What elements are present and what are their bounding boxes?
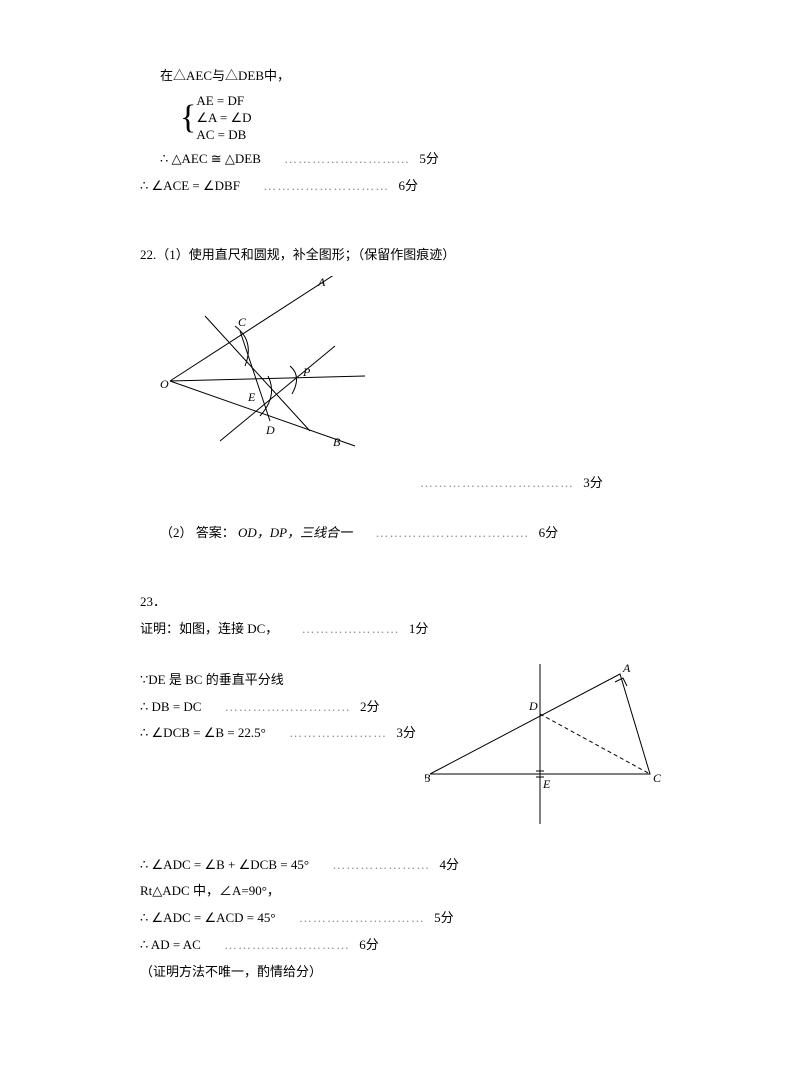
q23-line3: ∴ DB = DC ……………………… 2分 — [140, 697, 425, 718]
svg-text:A: A — [622, 664, 631, 675]
q22-answer-prefix: （2） 答案： — [160, 525, 235, 540]
q23-line8: ∴ AD = AC ……………………… 6分 — [140, 935, 665, 956]
dots: …………………………… — [375, 525, 529, 540]
q23-line1-score: 1分 — [409, 621, 429, 636]
dots: …………………………… — [420, 475, 574, 490]
dots: ………………… — [289, 725, 387, 740]
q21-line2-text: ∴ △AEC ≅ △DEB — [160, 151, 261, 166]
svg-text:D: D — [265, 423, 275, 437]
q23-row: ∵DE 是 BC 的垂直平分线 ∴ DB = DC ……………………… 2分 ∴… — [140, 664, 665, 831]
q21-brace-2: ∠A = ∠D — [196, 110, 251, 127]
svg-text:P: P — [302, 365, 311, 379]
q21-brace-3: AC = DB — [196, 127, 251, 144]
q23-svg: A B C D E — [425, 664, 665, 824]
q23-line8-text: ∴ AD = AC — [140, 937, 201, 952]
q23-line6: Rt△ADC 中，∠A=90°， — [140, 881, 665, 902]
q21-line3-text: ∴ ∠ACE = ∠DBF — [140, 178, 240, 193]
q23-line5: ∴ ∠ADC = ∠B + ∠DCB = 45° ………………… 4分 — [140, 855, 665, 876]
q23-line1: 证明：如图，连接 DC， ………………… 1分 — [140, 619, 665, 640]
q21-line3: ∴ ∠ACE = ∠DBF ……………………… 6分 — [140, 176, 665, 197]
dots: ……………………… — [263, 178, 389, 193]
q22-svg: A B O C D E P — [160, 276, 380, 456]
left-brace-icon: { — [180, 101, 196, 135]
q22-answer-score: 6分 — [539, 525, 559, 540]
q21-line1: 在△AEC与△DEB中， — [160, 66, 665, 87]
q21-brace-block: { AE = DF ∠A = ∠D AC = DB — [180, 93, 665, 144]
svg-text:E: E — [247, 390, 256, 404]
q22-diagram-score: 3分 — [583, 475, 603, 490]
svg-text:C: C — [238, 315, 247, 329]
q23-num: 23． — [140, 592, 665, 613]
q23-line3-score: 2分 — [360, 699, 380, 714]
q23-line5-text: ∴ ∠ADC = ∠B + ∠DCB = 45° — [140, 857, 309, 872]
q21-line3-score: 6分 — [398, 178, 418, 193]
svg-text:E: E — [542, 777, 551, 791]
svg-text:D: D — [528, 699, 538, 713]
q22-answer-text: OD，DP，三线合一 — [238, 525, 352, 540]
dots: ………………… — [302, 621, 400, 636]
q23-left-col: ∵DE 是 BC 的垂直平分线 ∴ DB = DC ……………………… 2分 ∴… — [140, 664, 425, 750]
q22-diagram: A B O C D E P — [160, 276, 665, 463]
q23-line7-score: 5分 — [434, 910, 454, 925]
q22-diagram-score-line: …………………………… 3分 — [400, 473, 665, 494]
q23-line7: ∴ ∠ADC = ∠ACD = 45° ……………………… 5分 — [140, 908, 665, 929]
q23-line4-score: 3分 — [396, 725, 416, 740]
q23-note: （证明方法不唯一，酌情给分） — [140, 962, 665, 983]
q23-line1-text: 证明：如图，连接 DC， — [140, 621, 278, 636]
q23-line2: ∵DE 是 BC 的垂直平分线 — [140, 670, 425, 691]
dots: ……………………… — [224, 937, 350, 952]
dots: ……………………… — [284, 151, 410, 166]
q23-line3-text: ∴ DB = DC — [140, 699, 201, 714]
q23-line8-score: 6分 — [359, 937, 379, 952]
q21-brace-lines: AE = DF ∠A = ∠D AC = DB — [196, 93, 251, 144]
q21-brace-1: AE = DF — [196, 93, 251, 110]
dots: ……………………… — [299, 910, 425, 925]
page-content: 在△AEC与△DEB中， { AE = DF ∠A = ∠D AC = DB ∴… — [0, 0, 805, 1069]
q22-answer-line: （2） 答案： OD，DP，三线合一 …………………………… 6分 — [160, 523, 665, 544]
q23-line4-text: ∴ ∠DCB = ∠B = 22.5° — [140, 725, 266, 740]
q21-line2: ∴ △AEC ≅ △DEB ……………………… 5分 — [160, 149, 665, 170]
q21-line2-score: 5分 — [419, 151, 439, 166]
svg-text:O: O — [160, 377, 169, 391]
q23-line4: ∴ ∠DCB = ∠B = 22.5° ………………… 3分 — [140, 723, 425, 744]
q22-header: 22.（1）使用直尺和圆规，补全图形；（保留作图痕迹） — [140, 245, 665, 266]
svg-text:B: B — [333, 435, 341, 449]
dots: ………………… — [332, 857, 430, 872]
q23-diagram: A B C D E — [425, 664, 665, 831]
q23-line5-score: 4分 — [440, 857, 460, 872]
dots: ……………………… — [225, 699, 351, 714]
svg-text:A: A — [317, 276, 326, 289]
q23-line7-text: ∴ ∠ADC = ∠ACD = 45° — [140, 910, 276, 925]
